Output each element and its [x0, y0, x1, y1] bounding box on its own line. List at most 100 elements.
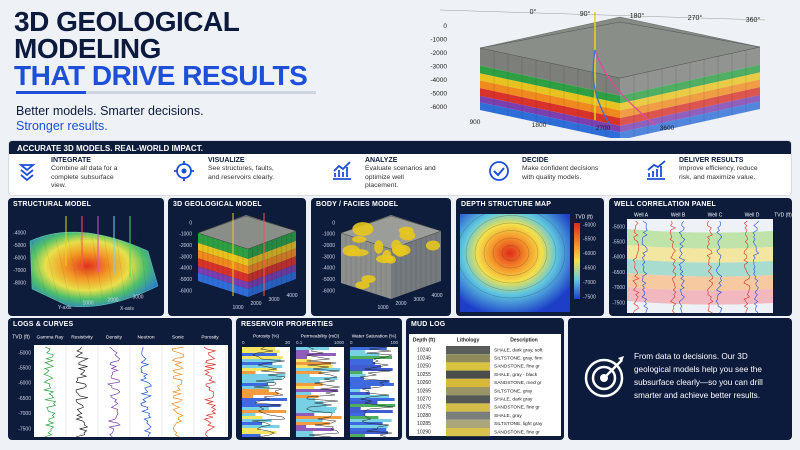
property-fill	[350, 392, 370, 395]
property-fill	[242, 401, 257, 404]
icon-stroke	[493, 167, 505, 177]
description-cell: SANDSTONE, fine gr	[494, 405, 540, 411]
tick-label: -7500	[583, 294, 596, 300]
depth-label: -3000	[430, 64, 447, 71]
model-layer	[248, 256, 296, 283]
tick-label: -7000	[583, 280, 596, 286]
panel-plot: TVD (ft) -5000 -5500 -6000 -6500 -7000 -7500	[456, 211, 596, 312]
property-fill	[350, 383, 394, 386]
log-curve	[706, 220, 714, 314]
log-curve	[305, 346, 340, 438]
icon-stroke	[647, 160, 666, 180]
headline-line: THAT DRIVE RESULTS	[14, 60, 308, 91]
facies-body	[391, 244, 411, 256]
property-fill	[242, 353, 277, 356]
tick-label: -7500	[612, 300, 625, 306]
feature-title: DELIVER RESULTS	[679, 157, 744, 164]
log-curve	[678, 220, 686, 314]
facies-body	[342, 245, 361, 257]
model-layer	[620, 64, 760, 104]
mesh-line	[139, 231, 148, 299]
panel-title: BODY / FACIES MODEL	[316, 201, 399, 208]
tick-label: -4000	[179, 266, 192, 272]
divider	[16, 91, 316, 94]
depth-cell: 10280	[417, 413, 431, 419]
model-layer	[248, 231, 296, 259]
property-fill	[242, 431, 277, 434]
depth-label: -6000	[430, 104, 447, 111]
log-curve	[75, 346, 89, 438]
feature-body: INTEGRATE Combine all data for a complete…	[51, 157, 125, 191]
column-header: Description	[510, 337, 538, 343]
track-name: Water Saturation (%)	[352, 333, 397, 339]
lithology-cell	[446, 362, 490, 371]
depth-label: -2000	[430, 50, 447, 57]
property-fill	[296, 422, 330, 425]
tick-label: -4000	[13, 230, 26, 236]
column-header: Lithology	[457, 337, 480, 343]
x-label: 3600	[660, 125, 675, 132]
feature-icon	[489, 161, 509, 181]
property-fill	[242, 407, 269, 410]
facies-body	[376, 254, 394, 264]
log-curve	[139, 346, 153, 437]
cta-text: From data to decisions. Our 3D geologica…	[634, 352, 763, 400]
lithology-cell	[446, 403, 490, 412]
track-name: Density	[106, 334, 123, 340]
log-curve	[632, 220, 640, 314]
model-layer	[480, 48, 620, 96]
property-fill	[350, 395, 390, 398]
feature-text: Evaluate scenarios and optimize well pla…	[365, 165, 436, 189]
model-layer	[198, 250, 248, 275]
panel: DEPTH STRUCTURE MAP TVD (ft) -5000 -5500 -60…	[456, 198, 604, 316]
property-fill	[350, 401, 378, 404]
panel-title: LOGS & CURVES	[13, 321, 74, 328]
axis-title: TVD (ft)	[774, 212, 792, 218]
property-fill	[296, 356, 308, 359]
well-name: Well B	[671, 212, 686, 218]
panel: RESERVOIR PROPERTIES Porosity (%) 0 30 Perme…	[236, 318, 402, 440]
feature-title: INTEGRATE	[51, 157, 91, 164]
panel: 3D GEOLOGICAL MODEL 0 -1000 -2000 -3000 -4000…	[168, 198, 306, 316]
mesh-line	[115, 233, 126, 300]
model-layer	[480, 102, 620, 138]
property-fill	[242, 347, 276, 350]
model-layer	[198, 233, 248, 259]
property-fill	[296, 350, 310, 353]
axis-title: TVD (ft)	[12, 334, 30, 340]
scale-label: 30	[285, 340, 291, 345]
contour	[465, 215, 557, 291]
tagline-line: Stronger results.	[16, 119, 108, 133]
tick-label: -5000	[13, 243, 26, 249]
model-layer	[198, 258, 248, 283]
scale-label: 1000	[334, 340, 345, 345]
property-fill	[296, 419, 323, 422]
property-fill	[296, 401, 324, 404]
property-fill	[242, 362, 273, 365]
depth-cell: 10240	[417, 347, 431, 353]
property-fill	[296, 425, 307, 428]
property-fill	[296, 359, 311, 362]
log-curve	[715, 220, 723, 314]
tick-label: -6000	[18, 381, 31, 387]
property-fill	[242, 380, 275, 383]
feature-text: Improve efficiency, reduce risk, and max…	[679, 165, 758, 181]
well-name: Well D	[745, 212, 760, 218]
log-curve	[203, 346, 217, 437]
property-fill	[350, 425, 388, 428]
legend-title: TVD (ft)	[575, 214, 593, 220]
icon-stroke	[489, 161, 509, 181]
horizon-band	[627, 259, 773, 277]
lithology-cell	[446, 411, 490, 420]
x-label: 2700	[596, 125, 611, 132]
property-fill	[296, 353, 336, 356]
tick-label: -5000	[583, 222, 596, 228]
depth-cell: 10255	[417, 372, 431, 378]
panel-title: MUD LOG	[411, 321, 446, 328]
tick-label: -1000	[179, 232, 192, 238]
contour	[492, 237, 530, 269]
mesh-line	[103, 234, 115, 301]
tick-label: -6000	[612, 255, 625, 261]
well	[594, 49, 656, 126]
